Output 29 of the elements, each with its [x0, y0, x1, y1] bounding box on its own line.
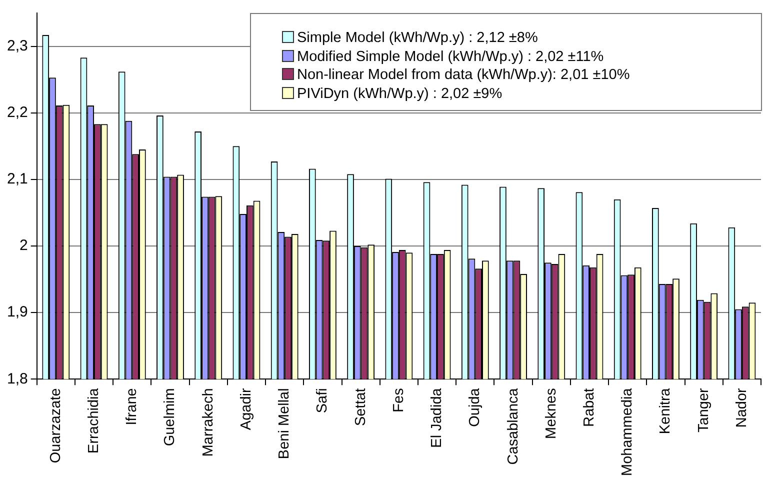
y-tick-label: 1,9 — [6, 304, 28, 321]
x-tick-label: El Jadida — [429, 387, 446, 448]
legend-label: PIViDyn (kWh/Wp.y) : 2,02 ±9% — [296, 84, 504, 103]
x-tick-label: Kenitra — [658, 387, 674, 434]
x-tick-label: Fes — [390, 388, 407, 412]
x-tick-label: Errachidia — [86, 387, 102, 454]
x-tick-label: Rabat — [581, 388, 598, 427]
legend-label: Modified Simple Model (kWh/Wp.y) : 2,02 ±11% — [296, 48, 605, 66]
x-tick-label: Nador — [734, 388, 750, 428]
x-tick-label: Settat — [352, 388, 369, 426]
y-tick-label: 2,1 — [6, 170, 28, 188]
x-tick-label: Guelmim — [162, 388, 178, 446]
x-tick-label: Tanger — [696, 388, 712, 432]
x-tick-label: Ouarzazate — [48, 388, 64, 464]
legend-label: Non-linear Model from data (kWh/Wp.y): 2,01 ±10% — [296, 66, 631, 84]
x-tick-label: Casablanca — [505, 387, 522, 465]
x-tick-label: Agadir — [238, 388, 254, 430]
y-tick-label: 1,8 — [6, 370, 28, 388]
x-tick-label: Beni Mellal — [276, 388, 293, 460]
x-tick-label: Mohammedia — [620, 387, 636, 476]
x-tick-label: Meknes — [543, 388, 560, 439]
y-tick-label: 2,2 — [6, 104, 28, 121]
x-tick-label: Marrakech — [200, 388, 216, 457]
legend-label: Simple Model (kWh/Wp.y) : 2,12 ±8% — [296, 29, 539, 48]
y-tick-label: 2,3 — [6, 37, 28, 54]
x-tick-label: Oujda — [467, 387, 484, 427]
x-tick-label: Safi — [314, 388, 331, 414]
y-tick-label: 2 — [20, 237, 28, 254]
x-tick-label: Ifrane — [124, 388, 140, 426]
